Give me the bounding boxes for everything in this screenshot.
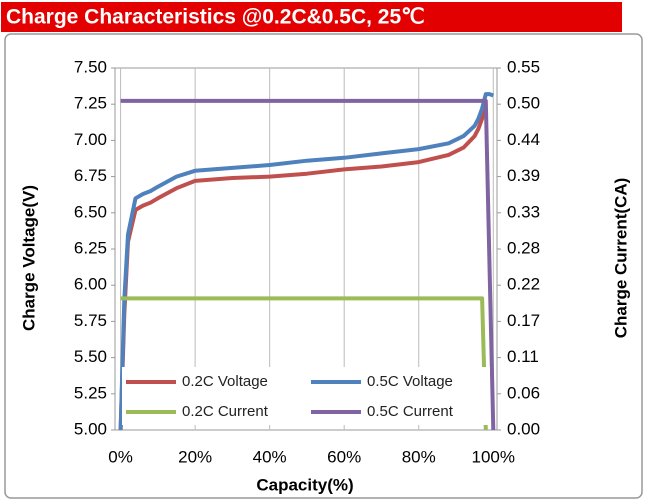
chart-title: Charge Characteristics @0.2C&0.5C, 25℃ [6, 6, 425, 29]
y2-tick-label: 0.39 [507, 166, 540, 185]
y2-axis-label: Charge Current(CA) [611, 178, 630, 339]
y2-tick-label: 0.33 [507, 202, 540, 221]
legend-box [122, 367, 490, 425]
y-tick-label: 5.00 [74, 419, 107, 438]
title-bar [1, 2, 622, 32]
y-tick-label: 6.00 [74, 275, 107, 294]
series-line [118, 103, 488, 431]
x-tick-label: 100% [472, 447, 515, 466]
y2-tick-label: 0.11 [507, 347, 539, 366]
y-tick-label: 6.25 [74, 238, 107, 257]
x-axis-label: Capacity(%) [256, 475, 353, 494]
y-tick-label: 5.75 [74, 311, 107, 330]
x-tick-label: 0% [108, 447, 133, 466]
y2-tick-label: 0.44 [507, 130, 540, 149]
y-axis-label: Charge Voltage(V) [19, 185, 38, 331]
y2-tick-label: 0.28 [507, 238, 540, 257]
y-tick-label: 5.50 [74, 347, 107, 366]
x-tick-label: 40% [253, 447, 287, 466]
series-line [118, 92, 494, 431]
series-line [120, 98, 496, 431]
legend-label: 0.5C Voltage [367, 373, 453, 390]
y2-tick-label: 0.22 [507, 275, 540, 294]
y2-tick-label: 0.00 [507, 419, 540, 438]
legend-label: 0.2C Current [182, 403, 269, 420]
y2-tick-label: 0.17 [507, 311, 540, 330]
legend-label: 0.5C Current [367, 403, 454, 420]
x-tick-label: 60% [327, 447, 361, 466]
y2-tick-label: 0.50 [507, 94, 540, 113]
y-tick-label: 7.25 [74, 94, 107, 113]
chart-frame [4, 33, 643, 499]
legend-label: 0.2C Voltage [182, 373, 268, 390]
x-tick-label: 80% [402, 447, 436, 466]
y-tick-label: 6.75 [74, 166, 107, 185]
y-tick-label: 7.00 [74, 130, 107, 149]
x-tick-label: 20% [178, 447, 212, 466]
y2-tick-label: 0.55 [507, 57, 540, 76]
y-tick-label: 5.25 [74, 383, 107, 402]
y-tick-label: 6.50 [74, 202, 107, 221]
series-line [120, 296, 488, 431]
y2-tick-label: 0.06 [507, 383, 540, 402]
y-tick-label: 7.50 [74, 57, 107, 76]
